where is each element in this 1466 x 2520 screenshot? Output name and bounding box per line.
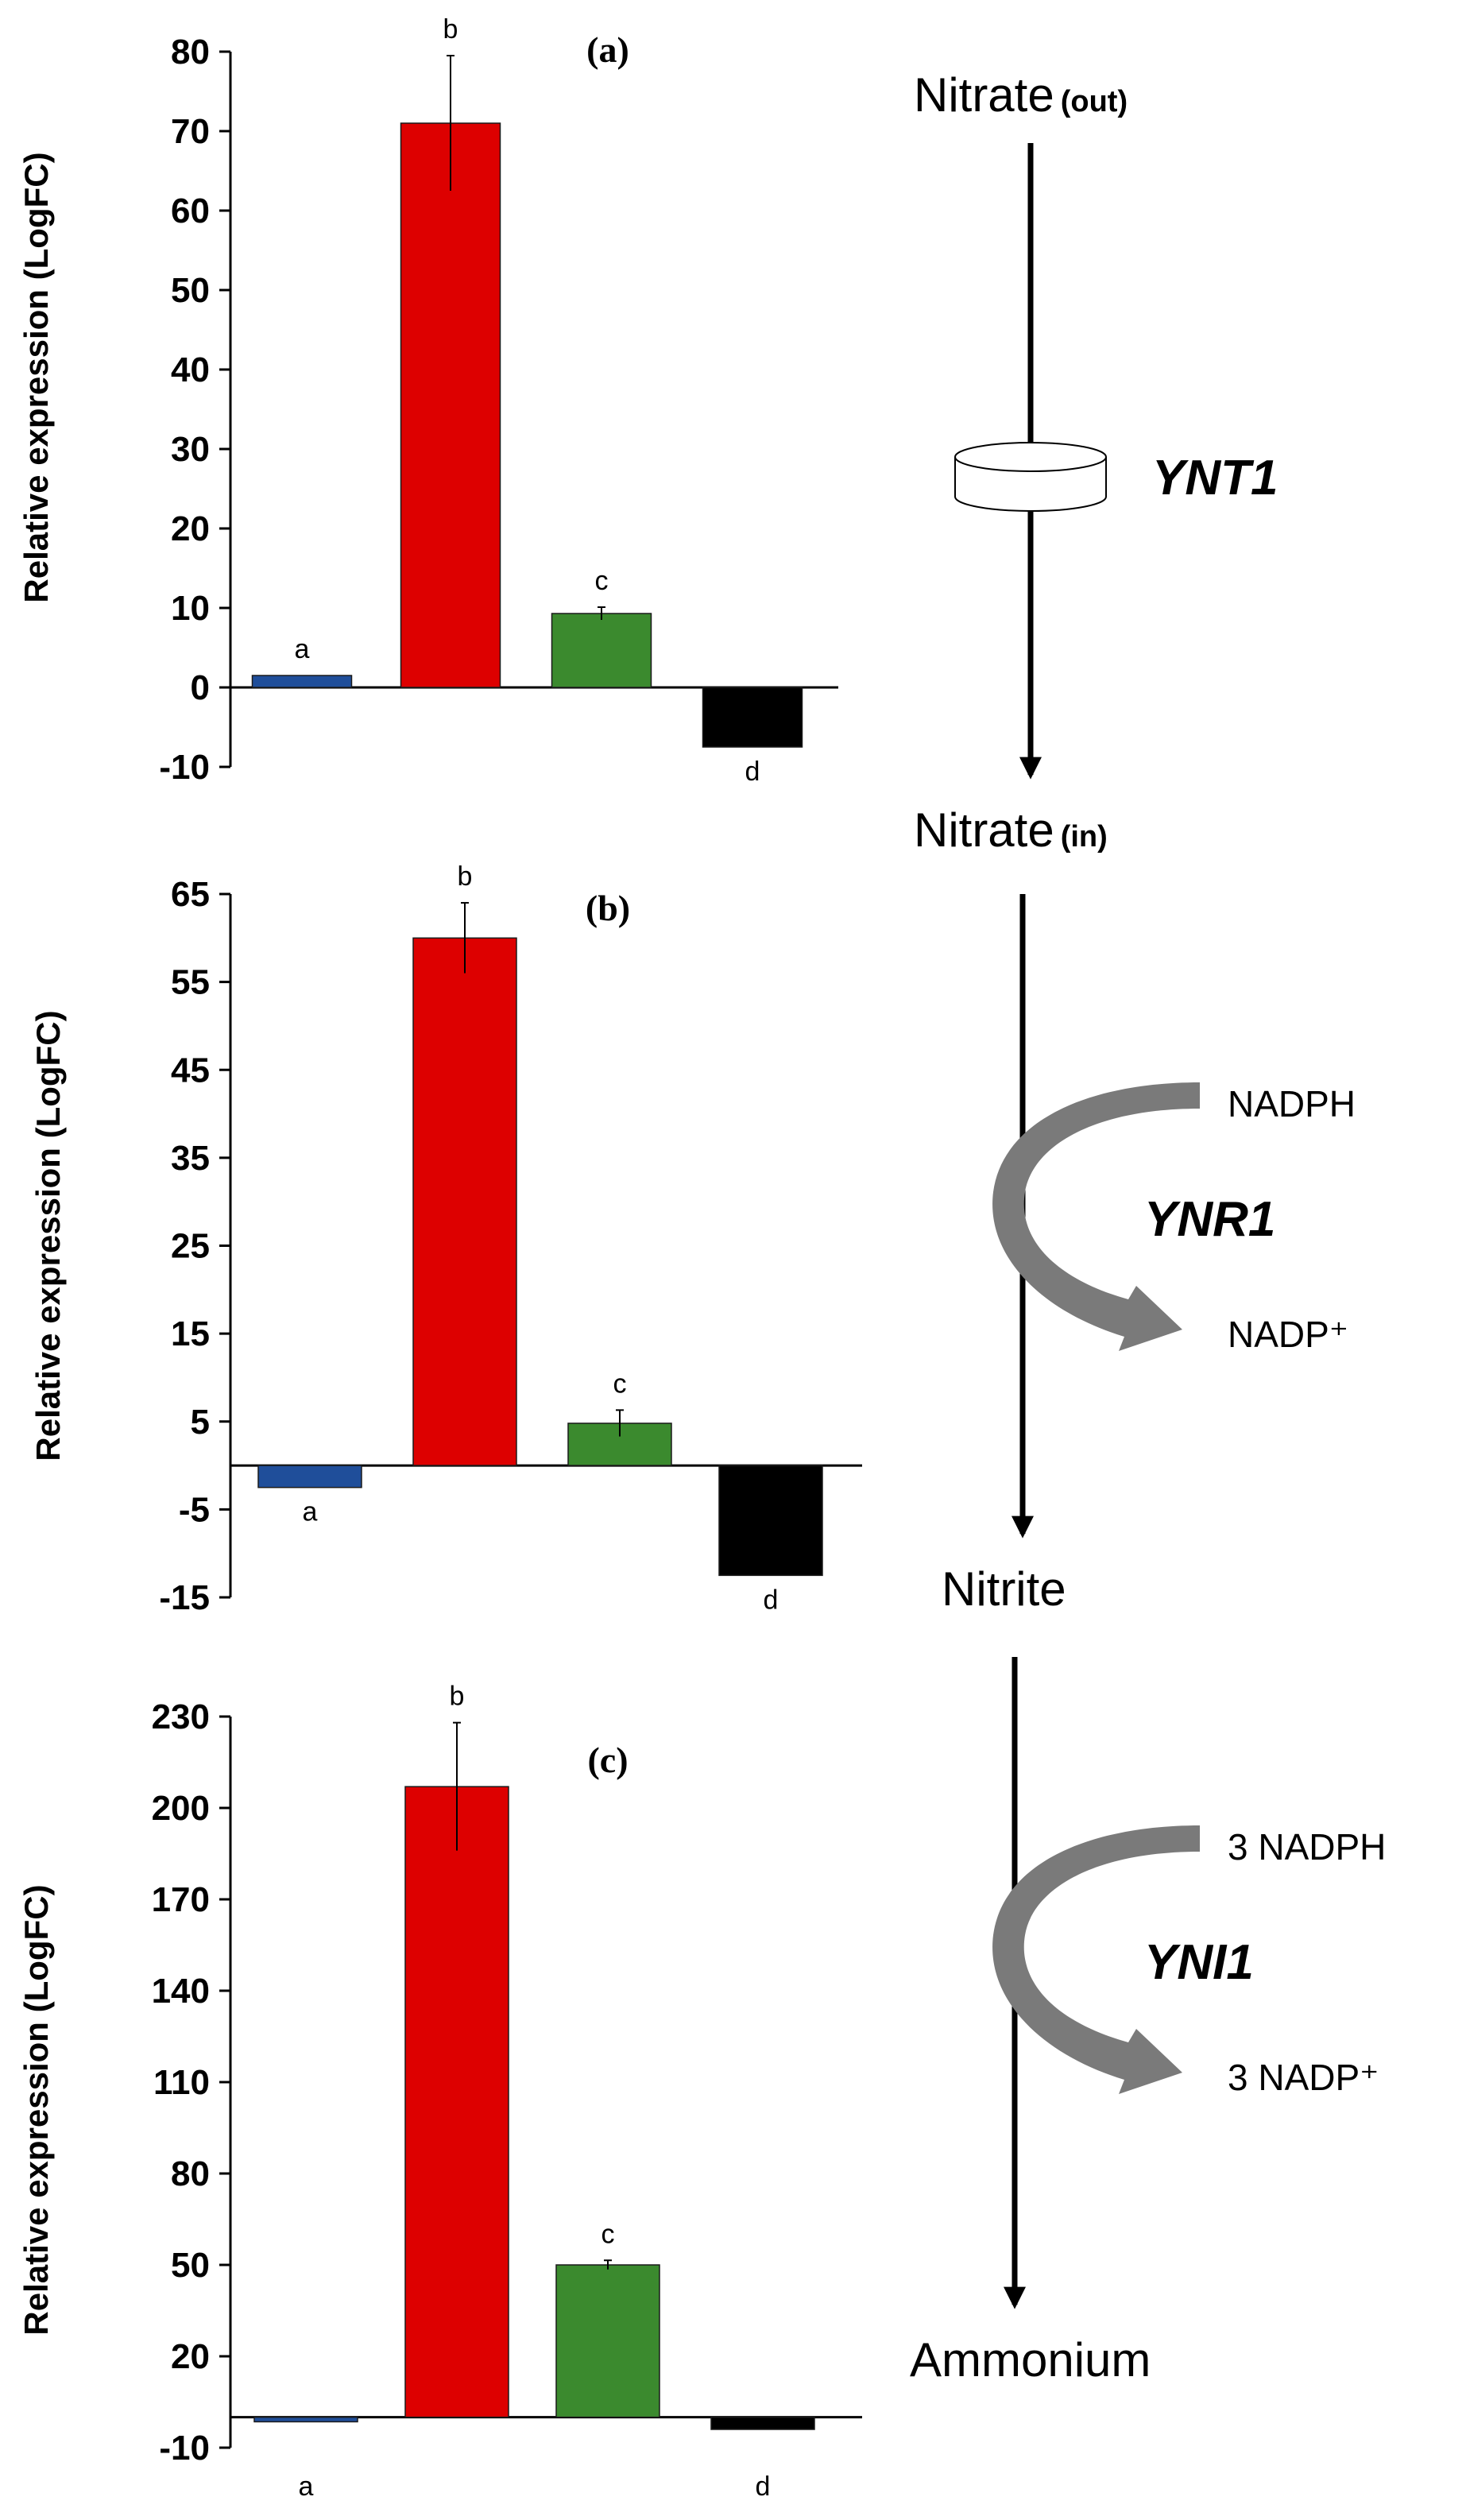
bar bbox=[551, 613, 652, 688]
y-tick-labels-b: 65 55 45 35 25 15 5 -5 -15 bbox=[159, 875, 210, 1617]
significance-labels-a: a b c d bbox=[295, 14, 760, 787]
gene-label-ynr1: YNR1 bbox=[1144, 1192, 1275, 1247]
y-tick-label: 110 bbox=[153, 2063, 210, 2102]
gene-label-ynt1: YNT1 bbox=[1152, 451, 1278, 505]
y-axis-label-a: Relative expression (LogFC) bbox=[17, 152, 55, 602]
significance-label: a bbox=[303, 1497, 318, 1527]
y-tick-label: 40 bbox=[171, 350, 210, 389]
significance-labels-b: a b c d bbox=[303, 861, 779, 1615]
panel-title-c: (c) bbox=[587, 1740, 628, 1780]
pathway-diagram: Nitrate (out) YNT1 Nitrate (in) NADPH YNR1… bbox=[910, 68, 1386, 2386]
nitrate-out-label: Nitrate (out) bbox=[914, 68, 1128, 122]
y-tick-label: 230 bbox=[152, 1697, 210, 1736]
y-tick-label: 10 bbox=[171, 589, 210, 628]
nitrate-in-label: Nitrate (in) bbox=[914, 803, 1108, 857]
chart-marks-a bbox=[219, 50, 838, 768]
significance-labels-c: a b c d bbox=[299, 1682, 771, 2502]
y-tick-label: 5 bbox=[191, 1403, 210, 1442]
y-tick-label: 45 bbox=[171, 1051, 210, 1090]
y-tick-label: 20 bbox=[171, 2337, 210, 2376]
transporter-icon bbox=[954, 442, 1107, 512]
bar bbox=[702, 687, 803, 748]
significance-label: d bbox=[745, 757, 760, 787]
y-tick-label: 20 bbox=[171, 509, 210, 548]
y-tick-label: 140 bbox=[152, 1972, 210, 2011]
bar bbox=[555, 2264, 660, 2418]
y-tick-label: 170 bbox=[152, 1880, 210, 1919]
y-tick-label: 200 bbox=[152, 1789, 210, 1828]
significance-label: b bbox=[443, 14, 458, 45]
significance-label: a bbox=[299, 2472, 314, 2502]
y-tick-label: 15 bbox=[171, 1314, 210, 1353]
bar bbox=[718, 1465, 823, 1577]
panel-title-b: (b) bbox=[586, 888, 630, 928]
bar bbox=[257, 1465, 362, 1488]
chart-marks-b bbox=[219, 892, 862, 1599]
significance-label: b bbox=[450, 1682, 465, 1712]
y-tick-label: 0 bbox=[191, 668, 210, 707]
gene-label-yni1: YNI1 bbox=[1144, 1935, 1254, 1990]
panel-title-a: (a) bbox=[586, 29, 629, 70]
y-tick-label: 70 bbox=[171, 112, 210, 151]
chart-panel-c: (c) Relative expression (LogFC) 230 200 … bbox=[17, 1682, 862, 2502]
significance-label: c bbox=[595, 566, 609, 596]
y-tick-label: 55 bbox=[171, 963, 210, 1002]
y-axis-label-c: Relative expression (LogFC) bbox=[17, 1884, 55, 2335]
y-tick-label: 30 bbox=[171, 430, 210, 469]
nitrite-label: Nitrite bbox=[942, 1562, 1066, 1616]
ynr1-cofactor-arrow bbox=[992, 1082, 1200, 1351]
y-tick-label: 60 bbox=[171, 192, 210, 230]
significance-label: d bbox=[756, 2472, 771, 2502]
y-tick-label: -15 bbox=[159, 1578, 210, 1617]
y-tick-label: -10 bbox=[159, 748, 210, 787]
significance-label: d bbox=[764, 1585, 779, 1615]
nitrate-out-text: Nitrate bbox=[914, 68, 1054, 122]
y-tick-label: 25 bbox=[171, 1227, 210, 1266]
significance-label: c bbox=[613, 1368, 627, 1399]
cofactor-nadp-2: 3 NADP⁺ bbox=[1228, 2057, 1379, 2098]
bar bbox=[251, 675, 353, 688]
cofactor-nadph-2: 3 NADPH bbox=[1228, 1826, 1386, 1868]
y-tick-label: 50 bbox=[171, 271, 210, 310]
bar bbox=[400, 122, 501, 688]
y-tick-labels-a: 80 70 60 50 40 30 20 10 0 -10 bbox=[159, 33, 210, 787]
yni1-cofactor-arrow bbox=[992, 1825, 1200, 2094]
significance-label: a bbox=[295, 634, 310, 664]
bar bbox=[710, 2416, 815, 2430]
nitrate-out-subscript: (out) bbox=[1061, 85, 1128, 118]
cofactor-nadp-1: NADP⁺ bbox=[1228, 1314, 1348, 1355]
bar bbox=[412, 937, 517, 1466]
y-tick-label: -10 bbox=[159, 2429, 210, 2468]
significance-label: c bbox=[601, 2219, 615, 2249]
significance-label: b bbox=[458, 861, 473, 892]
y-tick-label: 80 bbox=[171, 33, 210, 72]
y-tick-label: 65 bbox=[171, 875, 210, 914]
y-tick-label: -5 bbox=[179, 1490, 210, 1529]
y-tick-label: 35 bbox=[171, 1139, 210, 1178]
y-tick-label: 50 bbox=[171, 2246, 210, 2285]
chart-panel-b: (b) Relative expression (LogFC) 65 55 45… bbox=[29, 861, 862, 1617]
y-tick-labels-c: 230 200 170 140 110 80 50 20 -10 bbox=[152, 1697, 210, 2468]
bar bbox=[253, 2416, 358, 2423]
cofactor-nadph-1: NADPH bbox=[1228, 1083, 1356, 1125]
nitrate-in-subscript: (in) bbox=[1061, 820, 1108, 854]
ammonium-label: Ammonium bbox=[910, 2333, 1151, 2386]
nitrate-in-text: Nitrate bbox=[914, 803, 1054, 857]
chart-panel-a: (a) Relative expression (LogFC) 80 70 60… bbox=[17, 14, 838, 787]
bar bbox=[404, 1786, 509, 2418]
y-axis-label-b: Relative expression (LogFC) bbox=[29, 1010, 67, 1461]
y-tick-label: 80 bbox=[171, 2154, 210, 2193]
chart-marks-c bbox=[219, 1715, 862, 2449]
